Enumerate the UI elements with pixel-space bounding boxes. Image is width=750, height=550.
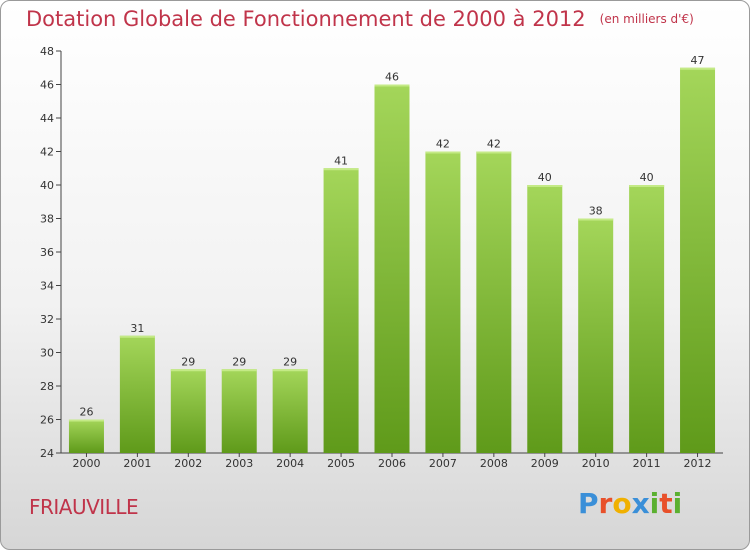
bar bbox=[476, 151, 512, 453]
bar bbox=[425, 151, 461, 453]
logo-letter: t bbox=[659, 487, 673, 520]
y-axis: 24 26 28 30 32 34 36 38 40 42 44 46 48 bbox=[40, 45, 62, 460]
y-tick-label: 24 bbox=[40, 447, 54, 460]
x-tick-label: 2011 bbox=[633, 457, 661, 470]
y-tick-label: 26 bbox=[40, 414, 54, 427]
bar-top-highlight bbox=[68, 419, 104, 422]
y-tick-label: 34 bbox=[40, 280, 54, 293]
bar-top-highlight bbox=[323, 168, 359, 171]
y-tick-label: 44 bbox=[40, 112, 54, 125]
town-name: FRIAUVILLE bbox=[29, 495, 139, 519]
bar-top-highlight bbox=[170, 369, 206, 372]
bar bbox=[629, 185, 665, 453]
bar-value-label: 26 bbox=[79, 406, 93, 419]
bar-top-highlight bbox=[374, 84, 410, 87]
y-tick-label: 30 bbox=[40, 347, 54, 360]
chart-title: Dotation Globale de Fonctionnement de 20… bbox=[26, 7, 586, 31]
bar-value-label: 29 bbox=[232, 355, 246, 368]
bar-value-label: 40 bbox=[640, 171, 654, 184]
y-tick-label: 42 bbox=[40, 146, 54, 159]
bar-top-highlight bbox=[476, 151, 512, 154]
y-tick-label: 36 bbox=[40, 246, 54, 259]
logo-letter: P bbox=[578, 487, 599, 520]
bars-group bbox=[68, 67, 716, 453]
logo-letter: i bbox=[649, 487, 660, 520]
bar-value-labels: 26 31 29 29 29 41 46 42 42 40 38 40 47 bbox=[79, 54, 704, 419]
y-tick-label: 48 bbox=[40, 45, 54, 58]
bar-value-label: 47 bbox=[691, 54, 705, 67]
y-tick-label: 38 bbox=[40, 213, 54, 226]
bar bbox=[323, 168, 359, 453]
y-tick-label: 40 bbox=[40, 179, 54, 192]
bar-value-label: 40 bbox=[538, 171, 552, 184]
logo-letter: r bbox=[598, 487, 613, 520]
bar-value-label: 29 bbox=[181, 355, 195, 368]
x-tick-label: 2005 bbox=[327, 457, 355, 470]
y-tick-label: 28 bbox=[40, 380, 54, 393]
x-tick-label: 2006 bbox=[378, 457, 406, 470]
bar bbox=[374, 84, 410, 453]
x-tick-label: 2004 bbox=[276, 457, 304, 470]
bar-value-label: 46 bbox=[385, 71, 399, 84]
y-tick-label: 32 bbox=[40, 313, 54, 326]
bar-value-label: 42 bbox=[487, 138, 501, 151]
logo-letter: x bbox=[631, 487, 650, 520]
proxiti-logo: Proxiti bbox=[578, 487, 682, 520]
x-tick-label: 2003 bbox=[225, 457, 253, 470]
logo-letter: i bbox=[672, 487, 683, 520]
bar bbox=[272, 369, 308, 453]
bar-top-highlight bbox=[527, 185, 563, 187]
bar bbox=[170, 369, 206, 453]
bar bbox=[119, 335, 155, 453]
bar bbox=[680, 67, 716, 453]
bar bbox=[578, 218, 614, 453]
bar bbox=[221, 369, 257, 453]
bar bbox=[527, 185, 563, 453]
x-tick-label: 2010 bbox=[582, 457, 610, 470]
bar-top-highlight bbox=[680, 67, 716, 70]
x-tick-label: 2007 bbox=[429, 457, 457, 470]
x-tick-label: 2008 bbox=[480, 457, 508, 470]
bar-top-highlight bbox=[221, 369, 257, 372]
x-tick-label: 2001 bbox=[123, 457, 151, 470]
bar-value-label: 42 bbox=[436, 138, 450, 151]
y-tick-label: 46 bbox=[40, 79, 54, 92]
x-tick-label: 2000 bbox=[72, 457, 100, 470]
x-tick-label: 2002 bbox=[174, 457, 202, 470]
chart-unit: (en milliers d'€) bbox=[599, 12, 694, 26]
bar-value-label: 29 bbox=[283, 355, 297, 368]
logo-letter: o bbox=[612, 487, 632, 520]
bar bbox=[68, 419, 104, 453]
bar-top-highlight bbox=[119, 335, 155, 338]
x-axis: 2000 2001 2002 2003 2004 2005 2006 2007 2008 2009… bbox=[61, 452, 723, 470]
bar-top-highlight bbox=[629, 185, 665, 187]
bar-top-highlight bbox=[578, 218, 614, 221]
bar-value-label: 38 bbox=[589, 205, 603, 218]
bar-top-highlight bbox=[272, 369, 308, 372]
x-tick-label: 2009 bbox=[531, 457, 559, 470]
bar-top-highlight bbox=[425, 151, 461, 154]
bar-value-label: 31 bbox=[130, 322, 144, 335]
chart-title-block: Dotation Globale de Fonctionnement de 20… bbox=[26, 7, 694, 31]
bar-value-label: 41 bbox=[334, 154, 348, 167]
x-tick-label: 2012 bbox=[684, 457, 712, 470]
